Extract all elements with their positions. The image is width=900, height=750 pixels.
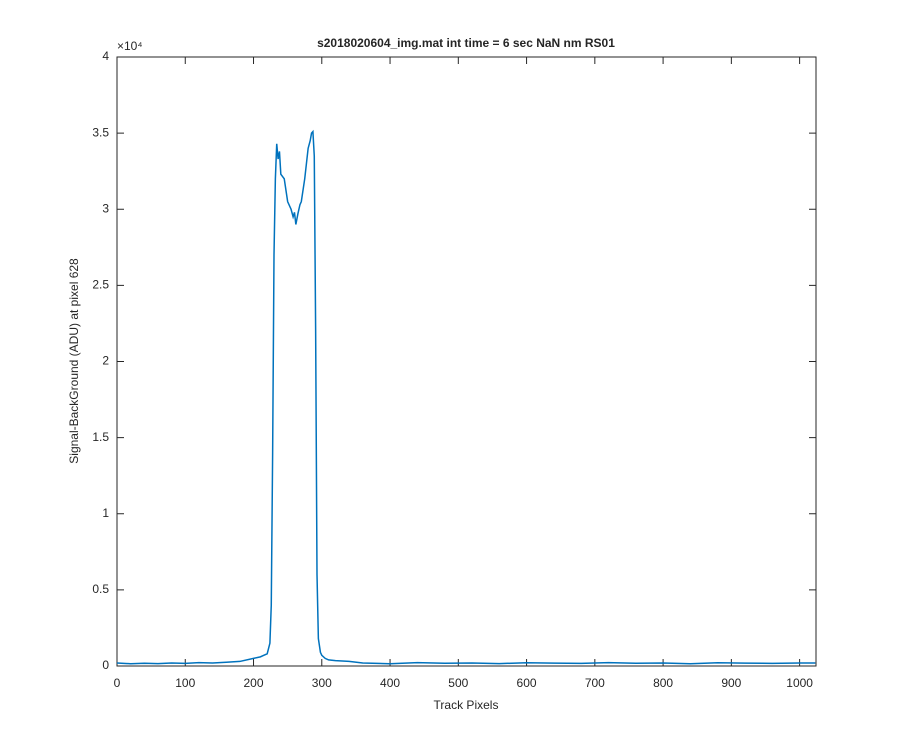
x-tick-label: 100 xyxy=(175,676,195,690)
y-tick-label: 0.5 xyxy=(92,582,109,596)
data-line xyxy=(116,129,816,665)
y-tick-label: 0 xyxy=(102,658,109,672)
y-tick-label: 1.5 xyxy=(92,430,109,444)
x-tick-label: 1000 xyxy=(786,676,813,690)
y-tick-label: 2.5 xyxy=(92,278,109,292)
y-axis-label: Signal-BackGround (ADU) at pixel 628 xyxy=(67,258,81,464)
x-tick-label: 200 xyxy=(244,676,264,690)
y-tick-label: 1 xyxy=(102,506,109,520)
y-multiplier: ×10⁴ xyxy=(117,39,143,53)
x-tick-label: 700 xyxy=(585,676,605,690)
y-tick-label: 3.5 xyxy=(92,125,109,139)
x-tick-label: 500 xyxy=(448,676,468,690)
x-tick-label: 800 xyxy=(653,676,673,690)
y-tick-label: 3 xyxy=(102,201,109,215)
x-tick-label: 900 xyxy=(721,676,741,690)
x-tick-label: 600 xyxy=(517,676,537,690)
x-tick-label: 400 xyxy=(380,676,400,690)
y-tick-label: 4 xyxy=(102,49,109,63)
x-tick-label: 300 xyxy=(312,676,332,690)
y-tick-label: 2 xyxy=(102,354,109,368)
chart-title: s2018020604_img.mat int time = 6 sec NaN… xyxy=(317,36,615,50)
x-axis-label: Track Pixels xyxy=(434,698,499,712)
x-tick-label: 0 xyxy=(114,676,121,690)
